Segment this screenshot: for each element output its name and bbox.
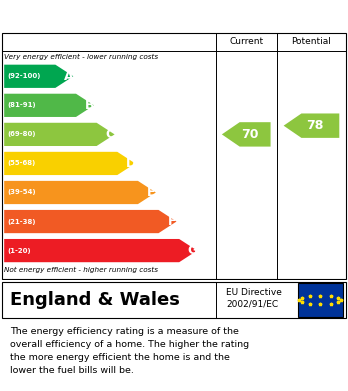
Text: (1-20): (1-20) [8,248,31,254]
Text: 70: 70 [241,128,259,141]
Polygon shape [4,94,94,117]
Polygon shape [4,181,156,204]
Text: Not energy efficient - higher running costs: Not energy efficient - higher running co… [4,267,158,273]
Text: Current: Current [229,38,263,47]
Text: Potential: Potential [292,38,331,47]
Text: The energy efficiency rating is a measure of the
overall efficiency of a home. T: The energy efficiency rating is a measur… [10,327,250,375]
Text: Energy Efficiency Rating: Energy Efficiency Rating [10,8,239,26]
Text: C: C [105,128,114,141]
Polygon shape [4,65,73,88]
Text: (92-100): (92-100) [8,73,41,79]
Text: F: F [168,215,176,228]
Polygon shape [4,123,114,146]
Text: (55-68): (55-68) [8,160,36,167]
Text: Very energy efficient - lower running costs: Very energy efficient - lower running co… [4,54,158,60]
Text: B: B [85,99,94,112]
Polygon shape [4,239,197,262]
Text: England & Wales: England & Wales [10,291,180,309]
Polygon shape [4,152,135,175]
Text: E: E [147,186,156,199]
Text: EU Directive
2002/91/EC: EU Directive 2002/91/EC [226,288,282,308]
Polygon shape [222,122,271,147]
Text: D: D [126,157,136,170]
Text: (39-54): (39-54) [8,190,36,196]
Text: (81-91): (81-91) [8,102,36,108]
Text: 78: 78 [306,119,324,132]
Text: G: G [188,244,198,257]
Text: (21-38): (21-38) [8,219,36,224]
Bar [298,283,343,317]
Text: (69-80): (69-80) [8,131,36,137]
Polygon shape [284,113,339,138]
Text: A: A [64,70,74,83]
Polygon shape [4,210,176,233]
